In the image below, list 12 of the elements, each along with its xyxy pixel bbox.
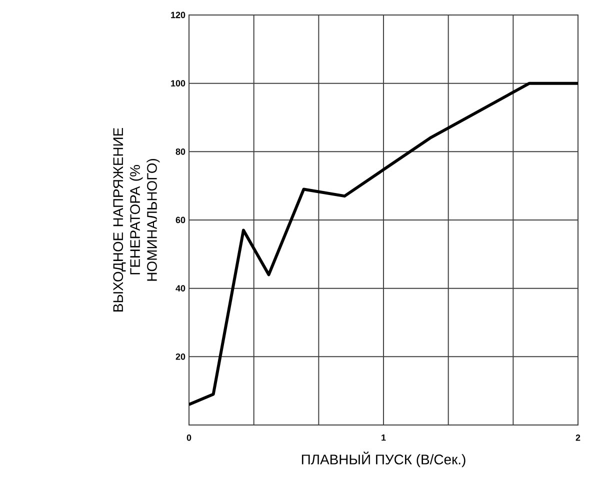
y-tick-label: 100 [171,80,186,86]
y-tick-label: 80 [176,148,186,155]
x-tick-label: 2 [576,434,580,441]
x-tick-label: 1 [382,434,386,441]
y-axis-title: ВЫХОДНОЕ НАПРЯЖЕНИЕ ГЕНЕРАТОРА (% НОМИНАЛЬНОГО) [113,128,160,312]
y-tick-label: 60 [176,216,186,224]
y-tick-label: 20 [176,353,186,360]
line-series [189,82,578,406]
x-axis-title: ПЛАВНЫЙ ПУСК (В/Сек.) [302,452,466,468]
y-tick-label: 40 [176,285,186,292]
x-tick-label: 0 [186,434,192,441]
y-tick-label: 120 [171,12,186,18]
